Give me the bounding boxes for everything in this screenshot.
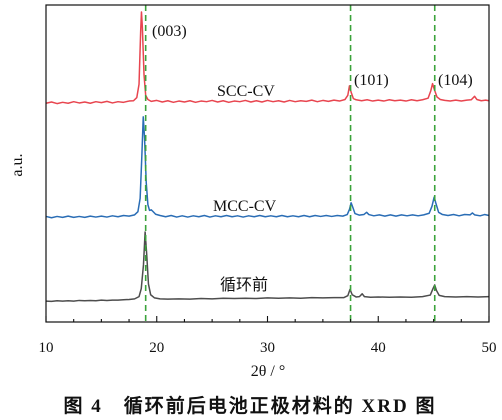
x-axis-ticks: 10 20 30 40 50 (39, 316, 497, 356)
plot-frame (45, 4, 490, 323)
peak-label-101: (101) (354, 72, 389, 89)
series-line-before-cycling (45, 231, 490, 303)
x-tick-label: 10 (39, 340, 54, 356)
series-label-mcc-cv: MCC-CV (213, 198, 277, 215)
series-label-before-cycling: 循环前 (220, 276, 268, 294)
peak-label-104: (104) (438, 72, 473, 89)
x-tick-label: 30 (260, 340, 275, 356)
reference-lines (144, 5, 436, 322)
x-tick-label: 20 (149, 340, 164, 356)
peak-label-003: (003) (152, 23, 187, 40)
figure-caption: 图 4 循环前后电池正极材料的 XRD 图 (64, 394, 437, 417)
series-line-scc-cv (45, 11, 490, 105)
series-group (45, 11, 490, 303)
series-label-scc-cv: SCC-CV (217, 83, 275, 100)
x-tick-label: 40 (371, 340, 386, 356)
x-axis-label: 2θ / ° (251, 363, 286, 380)
series-line-mcc-cv (45, 116, 490, 219)
x-tick-label: 50 (482, 340, 497, 356)
y-axis-label: a.u. (9, 153, 26, 176)
